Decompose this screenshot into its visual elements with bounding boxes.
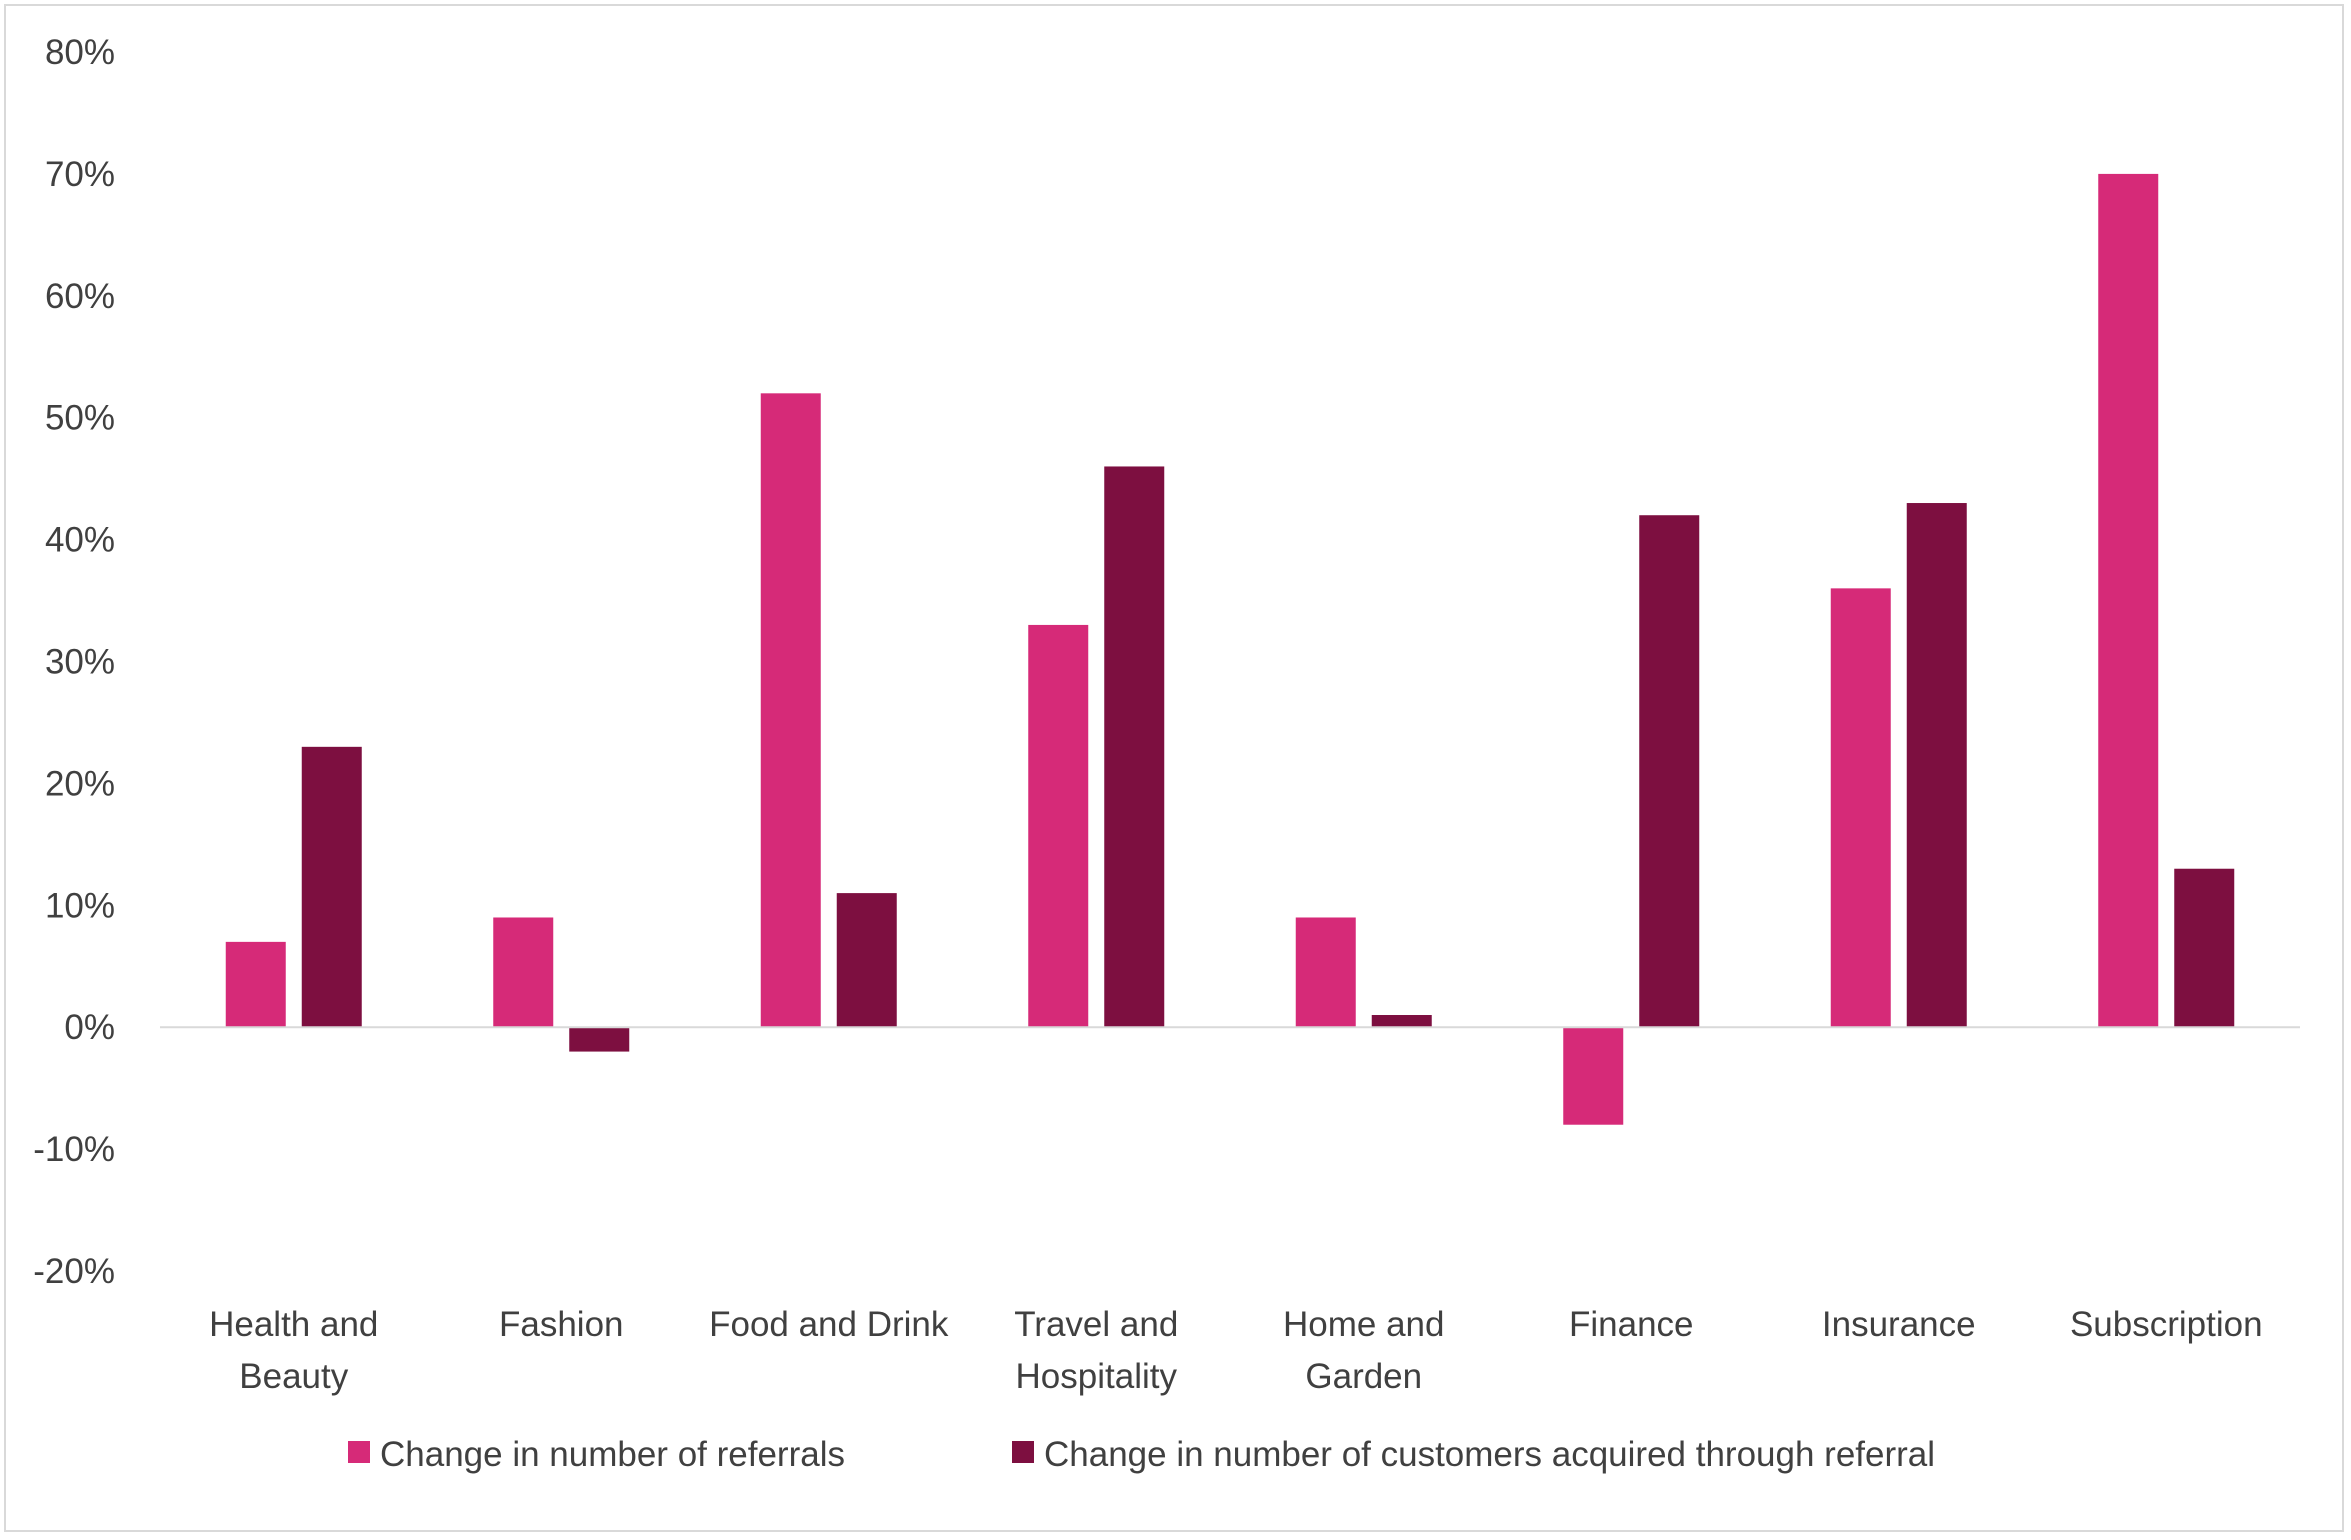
y-tick-label: 30% <box>45 643 115 682</box>
x-category-label: Subscription <box>2070 1305 2263 1344</box>
y-tick-label: -20% <box>33 1252 115 1291</box>
x-category-label: Home and <box>1283 1305 1444 1344</box>
legend-label-1: Change in number of customers acquired t… <box>1044 1435 1935 1474</box>
x-category-label: Garden <box>1305 1357 1422 1396</box>
y-tick-label: 0% <box>64 1008 115 1047</box>
x-category-label: Beauty <box>239 1357 348 1396</box>
bar-referrals-2 <box>760 393 821 1028</box>
y-tick-label: 70% <box>45 155 115 194</box>
bar-customers-7 <box>2174 868 2235 1028</box>
bar-referrals-5 <box>1563 1027 1624 1125</box>
y-tick-label: 50% <box>45 399 115 438</box>
bar-customers-6 <box>1906 503 1967 1028</box>
bar-referrals-1 <box>493 917 554 1028</box>
x-category-label: Health and <box>209 1305 378 1344</box>
legend-swatch-1 <box>1012 1441 1034 1463</box>
bar-customers-5 <box>1639 515 1700 1028</box>
bar-customers-1 <box>569 1027 630 1052</box>
legend-label-0: Change in number of referrals <box>380 1435 845 1474</box>
bar-referrals-7 <box>2098 173 2159 1028</box>
x-category-label: Food and Drink <box>709 1305 949 1344</box>
x-category-label: Hospitality <box>1016 1357 1178 1396</box>
bar-referrals-3 <box>1028 624 1089 1028</box>
y-tick-label: 20% <box>45 764 115 803</box>
bar-customers-4 <box>1371 1015 1432 1028</box>
y-tick-label: 10% <box>45 886 115 925</box>
legend-swatch-0 <box>348 1441 370 1463</box>
x-category-label: Insurance <box>1822 1305 1976 1344</box>
legend: Change in number of referrals Change in n… <box>348 1435 1935 1474</box>
x-category-label: Finance <box>1569 1305 1694 1344</box>
bar-customers-0 <box>301 746 362 1028</box>
bar-referrals-6 <box>1830 588 1891 1028</box>
bar-customers-3 <box>1104 466 1165 1028</box>
y-axis-tick-labels: 80% 70% 60% 50% 40% 30% 20% 10% 0% -10% -20% <box>33 33 115 1291</box>
x-category-label: Travel and <box>1014 1305 1178 1344</box>
bar-referrals-4 <box>1295 917 1356 1028</box>
y-tick-label: -10% <box>33 1130 115 1169</box>
x-axis-category-labels: Health and Beauty Fashion Food and Drink Tra… <box>209 1305 2262 1396</box>
x-category-label: Fashion <box>499 1305 624 1344</box>
y-tick-label: 80% <box>45 33 115 72</box>
bar-referrals-0 <box>225 941 286 1028</box>
bars <box>225 173 2235 1125</box>
bar-customers-2 <box>836 893 897 1028</box>
y-tick-label: 40% <box>45 521 115 560</box>
y-tick-label: 60% <box>45 277 115 316</box>
